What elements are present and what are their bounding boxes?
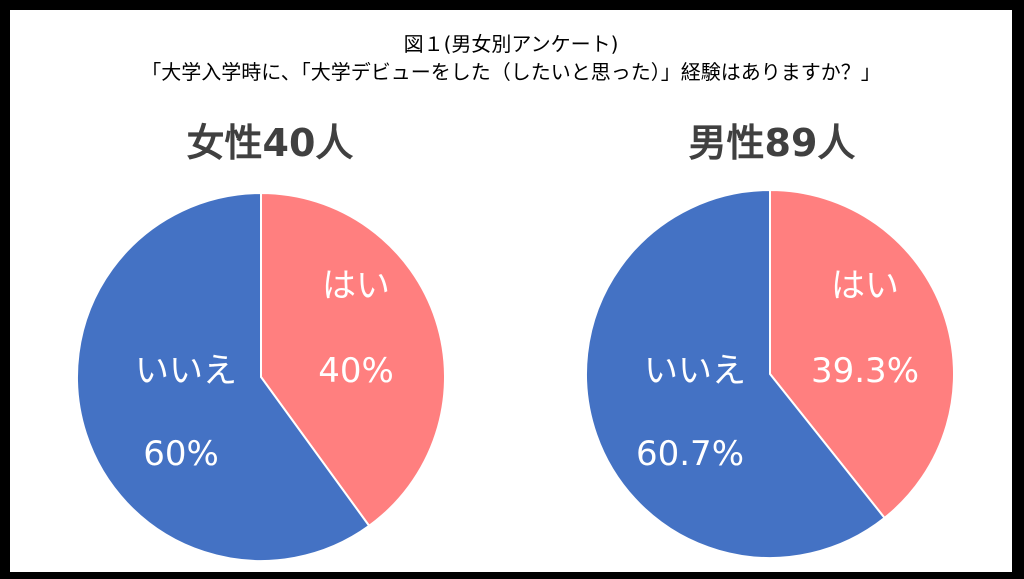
slice-value-no: 60.7%	[636, 434, 744, 474]
figure-title-line-1: 図１(男女別アンケート)	[403, 32, 619, 56]
figure-frame: 図１(男女別アンケート) 「大学入学時に、「大学デビューをした（したいと思った）…	[10, 10, 1012, 572]
figure-title-line-2: 「大学入学時に、「大学デビューをした（したいと思った）」経験はありますか？」	[141, 60, 881, 84]
slice-label-yes: はい	[322, 266, 390, 306]
pie-charts: はい 40% いいえ 60% はい 39.3% いいえ 60.7%	[76, 188, 955, 562]
slice-value-yes: 40%	[318, 351, 394, 391]
slice-value-no: 60%	[143, 434, 219, 474]
slice-label-yes: はい	[831, 266, 899, 306]
pie-slice-no	[585, 188, 886, 559]
figure-title: 図１(男女別アンケート) 「大学入学時に、「大学デビューをした（したいと思った）…	[10, 30, 1012, 86]
chart-title-male: 男性89人	[688, 121, 856, 165]
pie-slice-no	[76, 191, 371, 562]
slice-label-no: いいえ	[644, 351, 746, 391]
pie-slice-yes	[260, 191, 446, 528]
slice-value-yes: 39.3%	[811, 351, 919, 391]
slice-label-no: いいえ	[135, 351, 237, 391]
chart-title-female: 女性40人	[186, 121, 354, 165]
pie-slice-yes	[769, 188, 955, 520]
